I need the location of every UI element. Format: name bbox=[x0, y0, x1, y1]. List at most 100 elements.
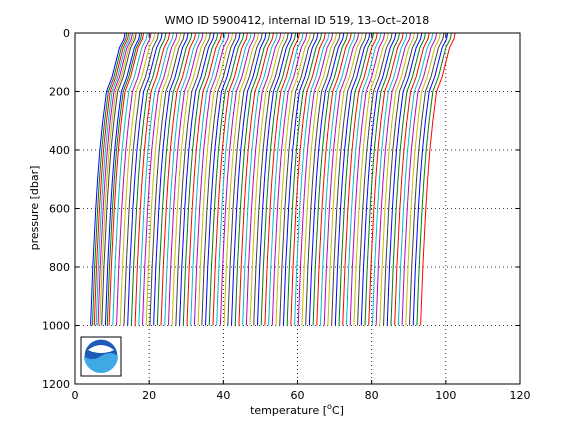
temperature-profile-line bbox=[405, 32, 441, 326]
temperature-profile-line bbox=[394, 32, 430, 326]
temperature-profile-line bbox=[197, 32, 234, 326]
x-tick-label: 80 bbox=[365, 389, 379, 402]
temperature-profile-line bbox=[97, 32, 133, 326]
x-axis-label: temperature [oC] bbox=[250, 402, 344, 417]
temperature-profile-line bbox=[156, 32, 193, 326]
temperature-profile-line bbox=[149, 32, 185, 326]
temperature-profile-line bbox=[319, 32, 356, 326]
temperature-profile-line bbox=[245, 32, 282, 326]
temperature-profile-line bbox=[397, 32, 434, 326]
temperature-profile-line bbox=[308, 32, 345, 326]
temperature-profile-line bbox=[338, 32, 375, 326]
temperature-profile-line bbox=[256, 32, 293, 326]
temperature-profile-line bbox=[253, 32, 289, 326]
y-tick-label: 1200 bbox=[42, 378, 70, 391]
temperature-profile-line bbox=[212, 32, 248, 326]
noaa-logo: NOAA bbox=[80, 336, 122, 377]
temperature-profile-line bbox=[123, 32, 159, 326]
temperature-profile-line bbox=[208, 32, 245, 326]
temperature-profile-line bbox=[364, 32, 400, 326]
temperature-profile-line bbox=[205, 32, 241, 326]
chart-title: WMO ID 5900412, internal ID 519, 13–Oct–… bbox=[165, 14, 430, 27]
temperature-profile-line bbox=[193, 32, 230, 326]
temperature-profile-line bbox=[368, 32, 404, 326]
temperature-profile-line bbox=[134, 32, 171, 326]
temperature-profile-line bbox=[242, 32, 278, 326]
grid-lines bbox=[75, 33, 520, 384]
temperature-profile-line bbox=[401, 32, 438, 326]
temperature-profile-line bbox=[116, 32, 152, 326]
temperature-profile-line bbox=[164, 32, 200, 326]
x-tick-label: 120 bbox=[510, 389, 531, 402]
temperature-profile-line bbox=[260, 32, 297, 326]
temperature-profile-line bbox=[238, 32, 274, 326]
temperature-profile-line bbox=[104, 32, 141, 326]
temperature-profile-line bbox=[153, 32, 189, 326]
temperature-profile-line bbox=[93, 32, 130, 326]
temperature-profile-line bbox=[323, 32, 360, 326]
temperature-profile-line bbox=[305, 32, 341, 326]
temperature-profile-line bbox=[95, 32, 132, 326]
temperature-profile-line bbox=[268, 32, 304, 326]
temperature-profile-line bbox=[316, 32, 352, 326]
temperature-profile-line bbox=[179, 32, 215, 326]
temperature-profile-line bbox=[91, 32, 128, 326]
temperature-profile-line bbox=[230, 32, 267, 326]
temperature-profile-line bbox=[386, 32, 423, 326]
temperature-profile-line bbox=[301, 32, 337, 326]
temperature-profile-line bbox=[297, 32, 334, 326]
temperature-profile-line bbox=[108, 32, 145, 326]
temperature-profile-line bbox=[249, 32, 286, 326]
temperature-profile-line bbox=[371, 32, 408, 326]
x-tick-label: 100 bbox=[435, 389, 456, 402]
temperature-profile-line bbox=[349, 32, 386, 326]
temperature-profile-line bbox=[334, 32, 371, 326]
temperature-profile-line bbox=[171, 32, 208, 326]
temperature-profile-line bbox=[420, 32, 456, 326]
temperature-profile-line bbox=[416, 32, 452, 326]
temperature-profile-line bbox=[408, 32, 445, 326]
temperature-profile-line bbox=[271, 32, 308, 326]
temperature-profile-line bbox=[138, 32, 174, 326]
temperature-profile-line bbox=[223, 32, 260, 326]
temperature-profile-line bbox=[286, 32, 323, 326]
temperature-profile-line bbox=[331, 32, 367, 326]
temperature-profile-line bbox=[357, 32, 393, 326]
y-tick-label: 1000 bbox=[42, 320, 70, 333]
temperature-profile-line bbox=[264, 32, 300, 326]
temperature-profile-line bbox=[119, 32, 156, 326]
y-tick-label: 400 bbox=[49, 144, 70, 157]
temperature-profile-line bbox=[219, 32, 256, 326]
temperature-profile-line bbox=[175, 32, 211, 326]
temperature-profile-line bbox=[99, 32, 135, 326]
temperature-profile-line bbox=[127, 32, 163, 326]
y-axis-label: pressure [dbar] bbox=[28, 166, 41, 251]
x-tick-label: 60 bbox=[291, 389, 305, 402]
temperature-profile-line bbox=[279, 32, 315, 326]
temperature-profile-line bbox=[375, 32, 412, 326]
temperature-profile-line bbox=[345, 32, 382, 326]
y-tick-label: 600 bbox=[49, 203, 70, 216]
temperature-profile-line bbox=[294, 32, 330, 326]
temperature-profile-line bbox=[360, 32, 397, 326]
y-tick-label: 0 bbox=[63, 27, 70, 40]
profile-lines bbox=[90, 32, 456, 326]
temperature-profile-line bbox=[190, 32, 226, 326]
temperature-profile-line bbox=[201, 32, 237, 326]
temperature-profile-line bbox=[145, 32, 182, 326]
temperature-profile-line bbox=[290, 32, 326, 326]
logo-text: NOAA bbox=[91, 347, 111, 354]
temperature-profile-line bbox=[234, 32, 271, 326]
temperature-profile-line bbox=[90, 32, 126, 326]
temperature-profile-line bbox=[227, 32, 263, 326]
temperature-profile-line bbox=[282, 32, 319, 326]
temperature-profile-line bbox=[342, 32, 378, 326]
x-tick-label: 40 bbox=[216, 389, 230, 402]
temperature-profile-line bbox=[112, 32, 148, 326]
temperature-profile-line bbox=[182, 32, 219, 326]
y-tick-label: 200 bbox=[49, 86, 70, 99]
temperature-profile-line bbox=[353, 32, 389, 326]
